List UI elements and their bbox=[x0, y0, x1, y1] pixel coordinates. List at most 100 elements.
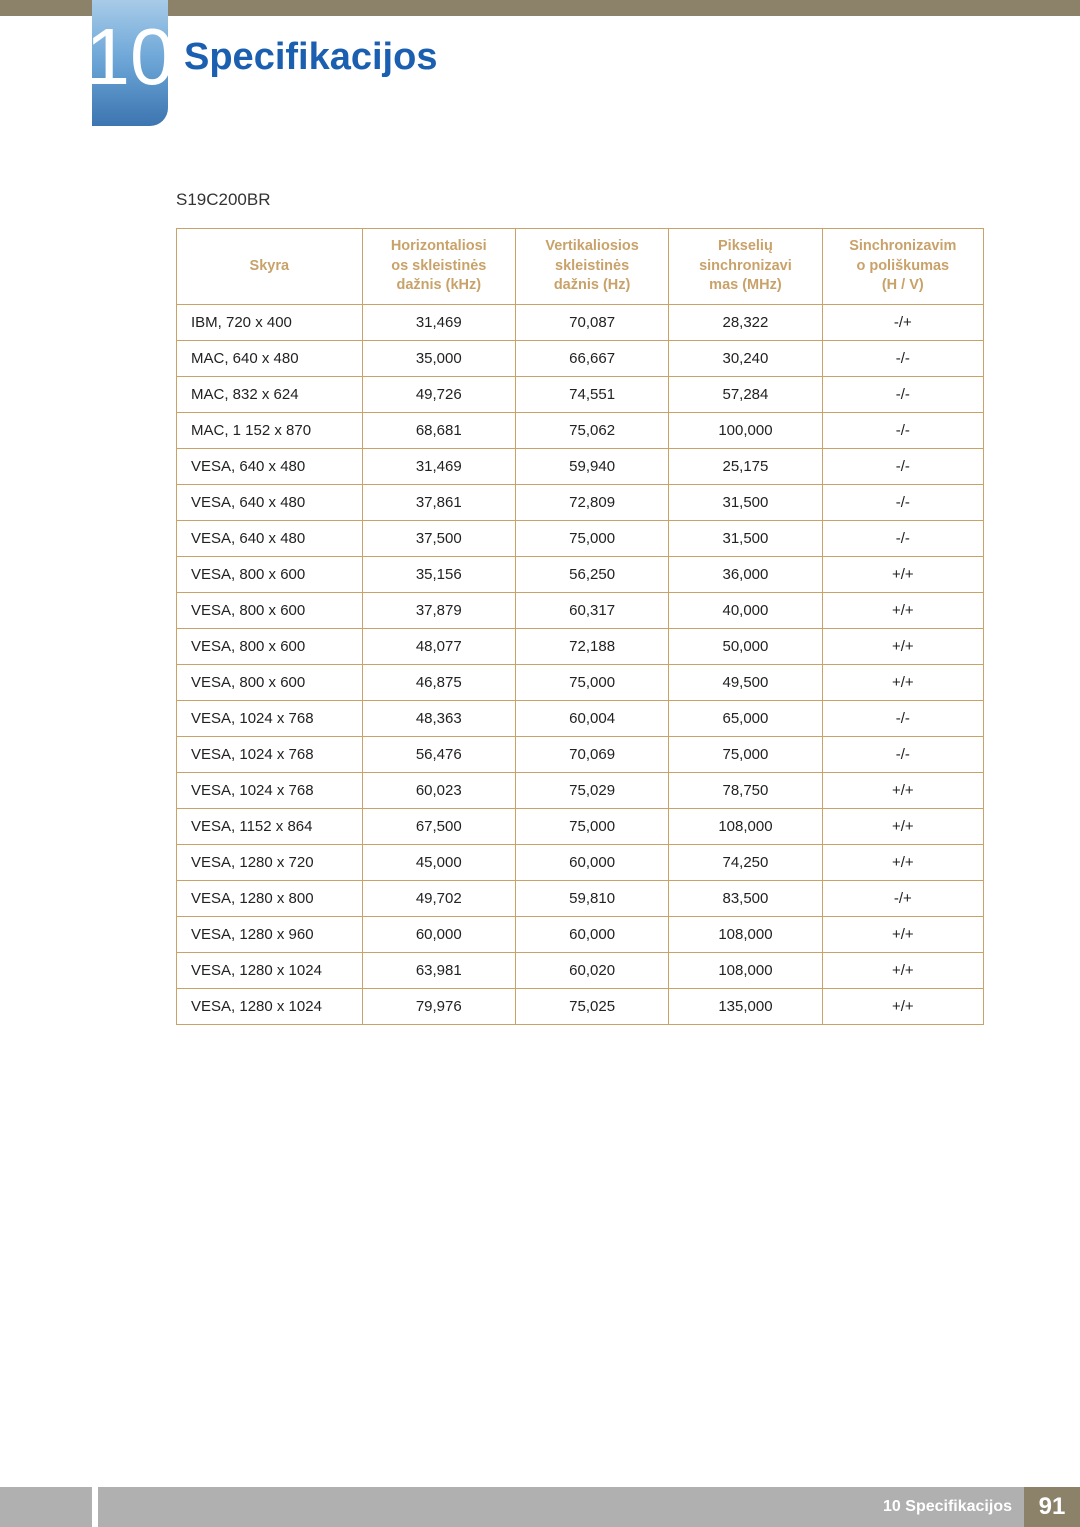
table-cell: 74,250 bbox=[669, 844, 822, 880]
table-cell: 72,809 bbox=[515, 484, 668, 520]
table-cell: 35,156 bbox=[362, 556, 515, 592]
table-cell: 31,469 bbox=[362, 304, 515, 340]
table-row: VESA, 1280 x 80049,70259,81083,500-/+ bbox=[177, 880, 984, 916]
table-cell: +/+ bbox=[822, 952, 983, 988]
th-vertical: Vertikaliosios skleistinės dažnis (Hz) bbox=[515, 229, 668, 305]
table-cell: 67,500 bbox=[362, 808, 515, 844]
table-cell: -/+ bbox=[822, 304, 983, 340]
table-row: VESA, 800 x 60037,87960,31740,000+/+ bbox=[177, 592, 984, 628]
table-cell: VESA, 1280 x 1024 bbox=[177, 952, 363, 988]
table-row: VESA, 640 x 48037,86172,80931,500-/- bbox=[177, 484, 984, 520]
table-cell: 60,004 bbox=[515, 700, 668, 736]
table-cell: 35,000 bbox=[362, 340, 515, 376]
table-cell: 75,000 bbox=[515, 808, 668, 844]
table-row: VESA, 1280 x 96060,00060,000108,000+/+ bbox=[177, 916, 984, 952]
table-row: VESA, 1280 x 102463,98160,020108,000+/+ bbox=[177, 952, 984, 988]
table-cell: 31,500 bbox=[669, 484, 822, 520]
table-row: VESA, 1280 x 72045,00060,00074,250+/+ bbox=[177, 844, 984, 880]
table-cell: VESA, 1280 x 1024 bbox=[177, 988, 363, 1024]
th-text: dažnis (kHz) bbox=[396, 277, 481, 293]
table-cell: 60,023 bbox=[362, 772, 515, 808]
table-cell: VESA, 1280 x 720 bbox=[177, 844, 363, 880]
table-cell: +/+ bbox=[822, 664, 983, 700]
table-cell: 65,000 bbox=[669, 700, 822, 736]
table-cell: MAC, 1 152 x 870 bbox=[177, 412, 363, 448]
table-cell: 74,551 bbox=[515, 376, 668, 412]
table-cell: 37,861 bbox=[362, 484, 515, 520]
th-text: Skyra bbox=[250, 258, 290, 274]
table-cell: VESA, 1024 x 768 bbox=[177, 736, 363, 772]
table-cell: VESA, 640 x 480 bbox=[177, 520, 363, 556]
table-cell: 50,000 bbox=[669, 628, 822, 664]
table-cell: -/- bbox=[822, 520, 983, 556]
th-text: Horizontaliosi bbox=[391, 238, 487, 254]
table-cell: +/+ bbox=[822, 988, 983, 1024]
table-cell: VESA, 800 x 600 bbox=[177, 664, 363, 700]
table-cell: 100,000 bbox=[669, 412, 822, 448]
table-cell: 49,702 bbox=[362, 880, 515, 916]
table-cell: 78,750 bbox=[669, 772, 822, 808]
table-cell: 75,000 bbox=[515, 520, 668, 556]
table-cell: +/+ bbox=[822, 772, 983, 808]
table-cell: 31,500 bbox=[669, 520, 822, 556]
table-cell: 40,000 bbox=[669, 592, 822, 628]
table-cell: 49,500 bbox=[669, 664, 822, 700]
table-cell: VESA, 800 x 600 bbox=[177, 592, 363, 628]
footer-bar: 10 Specifikacijos 91 bbox=[0, 1487, 1080, 1527]
footer-side-block bbox=[0, 1487, 92, 1527]
table-cell: 56,476 bbox=[362, 736, 515, 772]
table-cell: 48,077 bbox=[362, 628, 515, 664]
table-row: VESA, 800 x 60048,07772,18850,000+/+ bbox=[177, 628, 984, 664]
table-cell: +/+ bbox=[822, 592, 983, 628]
table-cell: VESA, 640 x 480 bbox=[177, 448, 363, 484]
table-row: VESA, 800 x 60035,15656,25036,000+/+ bbox=[177, 556, 984, 592]
table-cell: VESA, 1024 x 768 bbox=[177, 700, 363, 736]
table-cell: +/+ bbox=[822, 808, 983, 844]
model-label: S19C200BR bbox=[176, 190, 984, 210]
table-cell: -/- bbox=[822, 376, 983, 412]
table-cell: 37,879 bbox=[362, 592, 515, 628]
table-cell: -/- bbox=[822, 484, 983, 520]
table-cell: 75,062 bbox=[515, 412, 668, 448]
table-cell: 68,681 bbox=[362, 412, 515, 448]
table-cell: 66,667 bbox=[515, 340, 668, 376]
content-area: S19C200BR Skyra Horizontaliosi os skleis… bbox=[176, 190, 984, 1025]
table-row: MAC, 832 x 62449,72674,55157,284-/- bbox=[177, 376, 984, 412]
table-cell: 59,810 bbox=[515, 880, 668, 916]
table-cell: 36,000 bbox=[669, 556, 822, 592]
th-text: mas (MHz) bbox=[709, 277, 782, 293]
footer-page-number: 91 bbox=[1024, 1487, 1080, 1527]
th-text: (H / V) bbox=[882, 277, 924, 293]
table-cell: 46,875 bbox=[362, 664, 515, 700]
table-cell: +/+ bbox=[822, 916, 983, 952]
table-cell: VESA, 1024 x 768 bbox=[177, 772, 363, 808]
table-cell: 31,469 bbox=[362, 448, 515, 484]
table-cell: 75,029 bbox=[515, 772, 668, 808]
table-row: VESA, 640 x 48031,46959,94025,175-/- bbox=[177, 448, 984, 484]
table-cell: 60,317 bbox=[515, 592, 668, 628]
th-pixel: Pikselių sinchronizavi mas (MHz) bbox=[669, 229, 822, 305]
spec-table: Skyra Horizontaliosi os skleistinės dažn… bbox=[176, 228, 984, 1025]
table-cell: MAC, 832 x 624 bbox=[177, 376, 363, 412]
table-row: MAC, 1 152 x 87068,68175,062100,000-/- bbox=[177, 412, 984, 448]
table-cell: 56,250 bbox=[515, 556, 668, 592]
table-cell: 75,025 bbox=[515, 988, 668, 1024]
table-cell: -/- bbox=[822, 340, 983, 376]
table-cell: 57,284 bbox=[669, 376, 822, 412]
chapter-number: 10 bbox=[86, 17, 175, 109]
table-cell: 70,087 bbox=[515, 304, 668, 340]
th-text: Pikselių bbox=[718, 238, 773, 254]
table-cell: MAC, 640 x 480 bbox=[177, 340, 363, 376]
table-row: VESA, 1152 x 86467,50075,000108,000+/+ bbox=[177, 808, 984, 844]
table-cell: 45,000 bbox=[362, 844, 515, 880]
table-cell: -/+ bbox=[822, 880, 983, 916]
table-cell: 28,322 bbox=[669, 304, 822, 340]
table-cell: 108,000 bbox=[669, 952, 822, 988]
table-cell: 83,500 bbox=[669, 880, 822, 916]
table-cell: -/- bbox=[822, 412, 983, 448]
th-text: sinchronizavi bbox=[699, 258, 792, 274]
table-cell: 72,188 bbox=[515, 628, 668, 664]
table-cell: 49,726 bbox=[362, 376, 515, 412]
table-cell: 37,500 bbox=[362, 520, 515, 556]
table-cell: 60,000 bbox=[515, 844, 668, 880]
